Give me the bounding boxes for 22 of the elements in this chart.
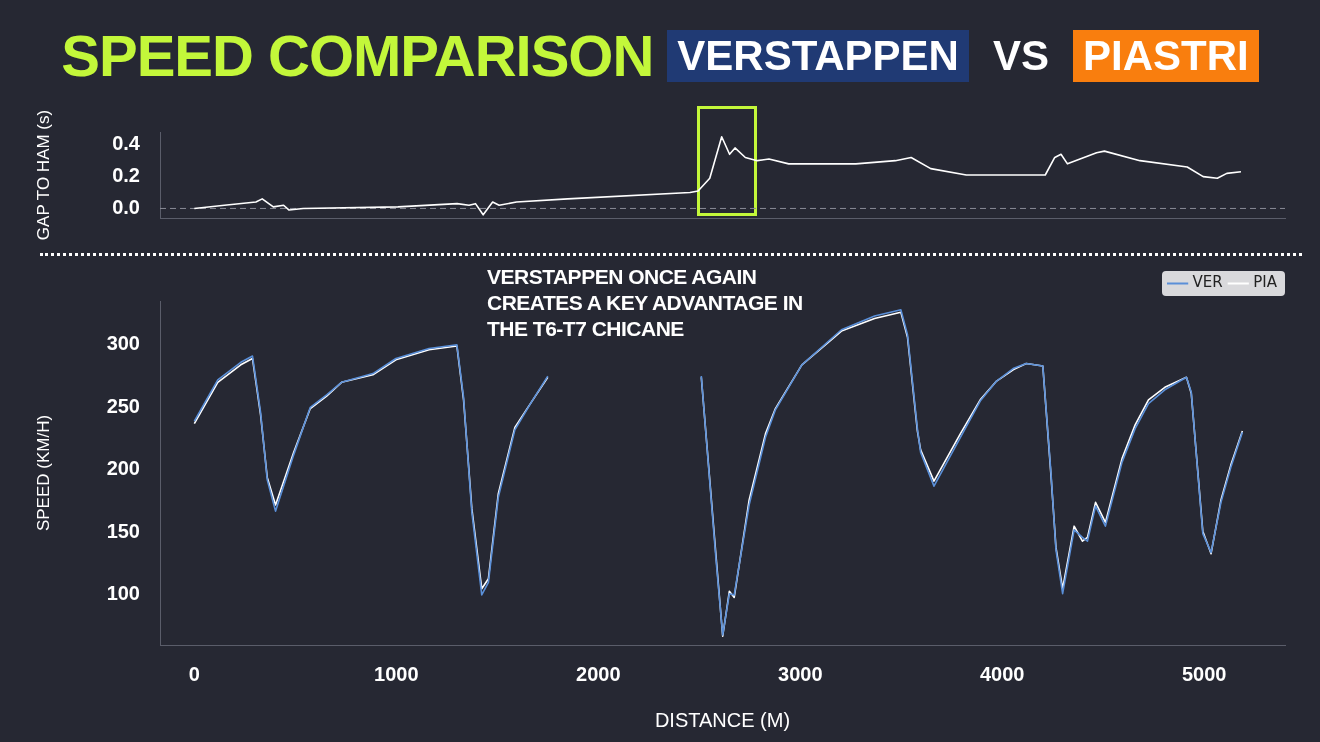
y-tick-label: 200 xyxy=(106,457,140,480)
annotation: VERSTAPPEN ONCE AGAIN CREATES A KEY ADVANTAGE IN THE T6-T7 CHICANE xyxy=(487,264,817,342)
y-axis-title: GAP TO HAM (s) xyxy=(33,109,53,241)
x-tick-label: 3000 xyxy=(778,662,823,685)
legend-label: PIA xyxy=(1253,273,1278,292)
x-tick-label: 4000 xyxy=(979,662,1025,685)
x-tick-label: 0 xyxy=(188,662,200,685)
y-tick-label: 0.4 xyxy=(112,132,141,155)
y-tick-label: 250 xyxy=(106,394,140,417)
y-axis-title: SPEED (KM/H) xyxy=(33,414,53,532)
y-tick-label: 0.2 xyxy=(112,164,140,187)
y-tick-label: 300 xyxy=(106,332,140,355)
chart-title: SPEED COMPARISON xyxy=(61,23,654,88)
y-tick-label: 0.0 xyxy=(112,195,140,218)
y-tick-label: 100 xyxy=(106,582,140,605)
chart-subtitle: VERSTAPPEN VS PIASTRI xyxy=(676,30,1250,81)
x-tick-label: 5000 xyxy=(1181,662,1227,685)
legend-label: VER xyxy=(1192,273,1223,292)
x-tick-label: 2000 xyxy=(576,662,621,685)
y-tick-label: 150 xyxy=(106,519,140,542)
x-tick-label: 1000 xyxy=(374,662,419,685)
x-axis-title: DISTANCE (M) xyxy=(654,708,791,731)
